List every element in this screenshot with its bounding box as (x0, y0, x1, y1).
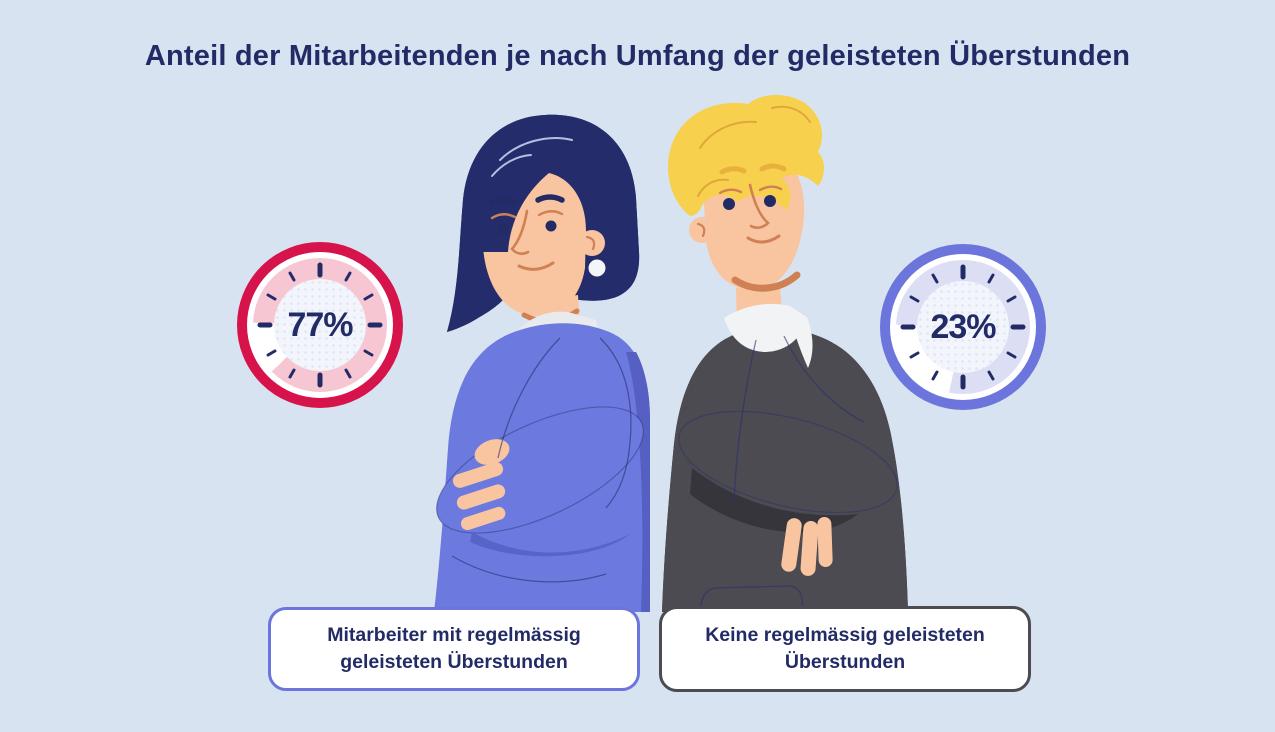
woman-ear (579, 230, 605, 256)
man-eye-left (723, 198, 735, 210)
gauge-ticks (890, 254, 1036, 400)
gauge-ticks (247, 252, 393, 398)
page-title: Anteil der Mitarbeitenden je nach Umfang… (144, 40, 1131, 72)
woman-face-features (489, 194, 565, 271)
gauge-regular-overtime: 77% (237, 242, 403, 408)
gauge-no-regular-overtime: 23% (880, 244, 1046, 410)
caption-no-regular-overtime-label: Keine regelmässig geleisteten Überstunde… (705, 623, 985, 673)
gauge-value-77: 77% (287, 305, 353, 344)
man-face-features (718, 163, 787, 244)
caption-no-regular-overtime: Keine regelmässig geleisteten Überstunde… (659, 606, 1031, 692)
woman-eye-left (497, 223, 509, 235)
man-ear (689, 217, 715, 243)
caption-regular-overtime-label: Mitarbeiter mit regelmässig geleisteten … (327, 623, 581, 673)
gauge-value-23: 23% (930, 307, 996, 346)
gauge-center: 23% (917, 281, 1009, 373)
gauge-center: 77% (274, 279, 366, 371)
man-suit-pocket (699, 585, 804, 613)
man-shirt-collar (724, 303, 808, 352)
woman-pearl-earring (588, 259, 606, 277)
woman-hair-fringe (476, 123, 630, 252)
woman-smile (517, 261, 555, 271)
woman-illustration (434, 114, 650, 612)
woman-eye-right (545, 220, 557, 232)
man-eye-right (764, 195, 776, 207)
man-hand-fingers (781, 517, 833, 576)
man-illustration (662, 95, 908, 613)
man-crossed-arm (678, 410, 898, 514)
caption-regular-overtime: Mitarbeiter mit regelmässig geleisteten … (268, 607, 640, 691)
man-smile (746, 234, 781, 244)
